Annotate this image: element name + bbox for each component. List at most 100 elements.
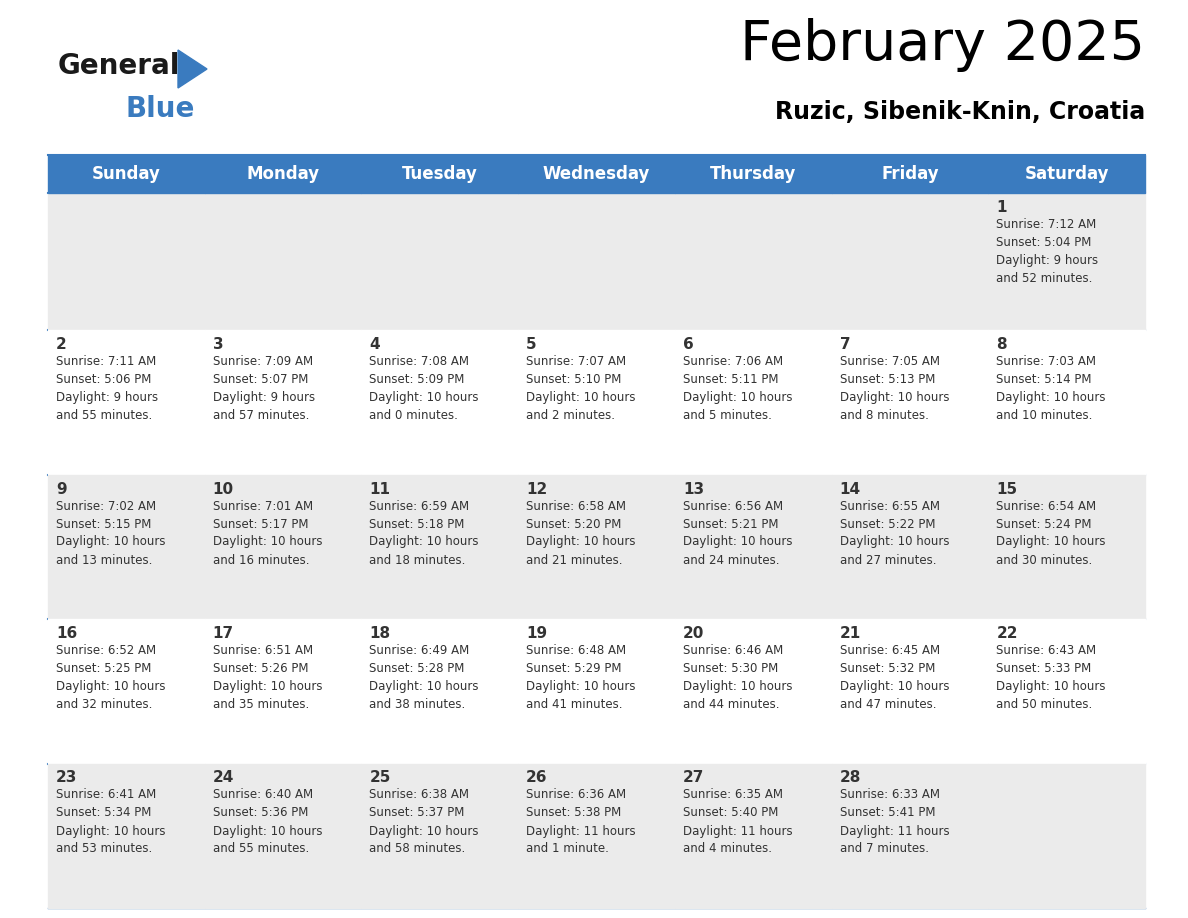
Text: and 55 minutes.: and 55 minutes. bbox=[213, 843, 309, 856]
Text: Sunrise: 6:49 AM: Sunrise: 6:49 AM bbox=[369, 644, 469, 657]
Text: Sunrise: 6:55 AM: Sunrise: 6:55 AM bbox=[840, 499, 940, 512]
Text: Sunrise: 6:52 AM: Sunrise: 6:52 AM bbox=[56, 644, 156, 657]
Text: Sunset: 5:11 PM: Sunset: 5:11 PM bbox=[683, 373, 778, 386]
Text: Sunrise: 7:03 AM: Sunrise: 7:03 AM bbox=[997, 355, 1097, 368]
Text: Tuesday: Tuesday bbox=[402, 165, 478, 183]
Text: Sunset: 5:26 PM: Sunset: 5:26 PM bbox=[213, 662, 308, 675]
Text: Sunrise: 6:48 AM: Sunrise: 6:48 AM bbox=[526, 644, 626, 657]
Text: and 10 minutes.: and 10 minutes. bbox=[997, 409, 1093, 422]
Text: 11: 11 bbox=[369, 482, 391, 497]
Text: Daylight: 9 hours: Daylight: 9 hours bbox=[213, 391, 315, 404]
Text: Sunrise: 6:51 AM: Sunrise: 6:51 AM bbox=[213, 644, 312, 657]
Text: Sunset: 5:24 PM: Sunset: 5:24 PM bbox=[997, 518, 1092, 531]
Text: Sunrise: 6:38 AM: Sunrise: 6:38 AM bbox=[369, 789, 469, 801]
Text: Sunset: 5:15 PM: Sunset: 5:15 PM bbox=[56, 518, 151, 531]
Text: and 52 minutes.: and 52 minutes. bbox=[997, 272, 1093, 285]
Text: and 57 minutes.: and 57 minutes. bbox=[213, 409, 309, 422]
Text: Sunrise: 6:41 AM: Sunrise: 6:41 AM bbox=[56, 789, 157, 801]
Text: and 18 minutes.: and 18 minutes. bbox=[369, 554, 466, 566]
Text: and 0 minutes.: and 0 minutes. bbox=[369, 409, 459, 422]
Text: Sunset: 5:34 PM: Sunset: 5:34 PM bbox=[56, 807, 151, 820]
Text: 27: 27 bbox=[683, 770, 704, 786]
Text: 22: 22 bbox=[997, 626, 1018, 641]
Text: 13: 13 bbox=[683, 482, 704, 497]
Text: Daylight: 10 hours: Daylight: 10 hours bbox=[683, 680, 792, 693]
Text: Daylight: 10 hours: Daylight: 10 hours bbox=[56, 824, 165, 837]
Text: 2: 2 bbox=[56, 337, 67, 352]
Text: and 13 minutes.: and 13 minutes. bbox=[56, 554, 152, 566]
Text: 17: 17 bbox=[213, 626, 234, 641]
Text: Sunset: 5:41 PM: Sunset: 5:41 PM bbox=[840, 807, 935, 820]
Text: and 1 minute.: and 1 minute. bbox=[526, 843, 609, 856]
Text: Sunrise: 6:54 AM: Sunrise: 6:54 AM bbox=[997, 499, 1097, 512]
Text: 7: 7 bbox=[840, 337, 851, 352]
Text: and 4 minutes.: and 4 minutes. bbox=[683, 843, 772, 856]
Text: Sunrise: 7:01 AM: Sunrise: 7:01 AM bbox=[213, 499, 312, 512]
Text: and 44 minutes.: and 44 minutes. bbox=[683, 698, 779, 711]
Text: and 47 minutes.: and 47 minutes. bbox=[840, 698, 936, 711]
Text: Daylight: 10 hours: Daylight: 10 hours bbox=[840, 680, 949, 693]
Text: Daylight: 10 hours: Daylight: 10 hours bbox=[369, 680, 479, 693]
Text: 19: 19 bbox=[526, 626, 548, 641]
Text: Monday: Monday bbox=[246, 165, 320, 183]
Text: Sunset: 5:10 PM: Sunset: 5:10 PM bbox=[526, 373, 621, 386]
Text: Sunset: 5:33 PM: Sunset: 5:33 PM bbox=[997, 662, 1092, 675]
Text: General: General bbox=[58, 52, 181, 80]
Text: Daylight: 10 hours: Daylight: 10 hours bbox=[683, 535, 792, 548]
Text: Sunset: 5:21 PM: Sunset: 5:21 PM bbox=[683, 518, 778, 531]
Text: Daylight: 10 hours: Daylight: 10 hours bbox=[526, 535, 636, 548]
Text: Sunset: 5:04 PM: Sunset: 5:04 PM bbox=[997, 236, 1092, 249]
Text: Sunset: 5:25 PM: Sunset: 5:25 PM bbox=[56, 662, 151, 675]
Text: 20: 20 bbox=[683, 626, 704, 641]
Text: Daylight: 10 hours: Daylight: 10 hours bbox=[683, 391, 792, 404]
Text: Sunset: 5:09 PM: Sunset: 5:09 PM bbox=[369, 373, 465, 386]
Text: Daylight: 11 hours: Daylight: 11 hours bbox=[683, 824, 792, 837]
Text: Sunset: 5:36 PM: Sunset: 5:36 PM bbox=[213, 807, 308, 820]
Text: Sunset: 5:22 PM: Sunset: 5:22 PM bbox=[840, 518, 935, 531]
Text: and 2 minutes.: and 2 minutes. bbox=[526, 409, 615, 422]
Text: Sunrise: 6:46 AM: Sunrise: 6:46 AM bbox=[683, 644, 783, 657]
Text: Sunrise: 6:40 AM: Sunrise: 6:40 AM bbox=[213, 789, 312, 801]
Text: and 21 minutes.: and 21 minutes. bbox=[526, 554, 623, 566]
Text: Daylight: 10 hours: Daylight: 10 hours bbox=[526, 391, 636, 404]
Text: Sunset: 5:18 PM: Sunset: 5:18 PM bbox=[369, 518, 465, 531]
Text: Daylight: 9 hours: Daylight: 9 hours bbox=[56, 391, 158, 404]
Text: 8: 8 bbox=[997, 337, 1007, 352]
Text: Friday: Friday bbox=[881, 165, 939, 183]
Text: 15: 15 bbox=[997, 482, 1017, 497]
Text: Sunrise: 7:02 AM: Sunrise: 7:02 AM bbox=[56, 499, 156, 512]
Text: 5: 5 bbox=[526, 337, 537, 352]
Text: Sunrise: 6:59 AM: Sunrise: 6:59 AM bbox=[369, 499, 469, 512]
Text: Sunset: 5:14 PM: Sunset: 5:14 PM bbox=[997, 373, 1092, 386]
Text: Ruzic, Sibenik-Knin, Croatia: Ruzic, Sibenik-Knin, Croatia bbox=[775, 100, 1145, 124]
Text: Sunrise: 6:43 AM: Sunrise: 6:43 AM bbox=[997, 644, 1097, 657]
Text: Sunset: 5:17 PM: Sunset: 5:17 PM bbox=[213, 518, 308, 531]
Text: Sunrise: 7:05 AM: Sunrise: 7:05 AM bbox=[840, 355, 940, 368]
Text: Sunday: Sunday bbox=[91, 165, 160, 183]
Text: Daylight: 10 hours: Daylight: 10 hours bbox=[56, 535, 165, 548]
Text: Sunset: 5:32 PM: Sunset: 5:32 PM bbox=[840, 662, 935, 675]
Text: Sunrise: 7:07 AM: Sunrise: 7:07 AM bbox=[526, 355, 626, 368]
Text: and 50 minutes.: and 50 minutes. bbox=[997, 698, 1093, 711]
Text: Wednesday: Wednesday bbox=[543, 165, 650, 183]
Text: Daylight: 10 hours: Daylight: 10 hours bbox=[213, 680, 322, 693]
Text: February 2025: February 2025 bbox=[740, 18, 1145, 72]
Text: Sunset: 5:20 PM: Sunset: 5:20 PM bbox=[526, 518, 621, 531]
Text: 14: 14 bbox=[840, 482, 860, 497]
Text: Sunset: 5:37 PM: Sunset: 5:37 PM bbox=[369, 807, 465, 820]
Text: and 58 minutes.: and 58 minutes. bbox=[369, 843, 466, 856]
Text: Daylight: 10 hours: Daylight: 10 hours bbox=[369, 824, 479, 837]
Text: Sunrise: 6:45 AM: Sunrise: 6:45 AM bbox=[840, 644, 940, 657]
Text: Thursday: Thursday bbox=[710, 165, 796, 183]
Text: Sunset: 5:13 PM: Sunset: 5:13 PM bbox=[840, 373, 935, 386]
Text: Daylight: 10 hours: Daylight: 10 hours bbox=[369, 391, 479, 404]
Text: 4: 4 bbox=[369, 337, 380, 352]
Text: Sunrise: 6:33 AM: Sunrise: 6:33 AM bbox=[840, 789, 940, 801]
Text: Daylight: 10 hours: Daylight: 10 hours bbox=[526, 680, 636, 693]
Text: 16: 16 bbox=[56, 626, 77, 641]
Text: and 38 minutes.: and 38 minutes. bbox=[369, 698, 466, 711]
Text: Sunset: 5:06 PM: Sunset: 5:06 PM bbox=[56, 373, 151, 386]
Text: 23: 23 bbox=[56, 770, 77, 786]
Text: Sunrise: 7:06 AM: Sunrise: 7:06 AM bbox=[683, 355, 783, 368]
Text: 28: 28 bbox=[840, 770, 861, 786]
